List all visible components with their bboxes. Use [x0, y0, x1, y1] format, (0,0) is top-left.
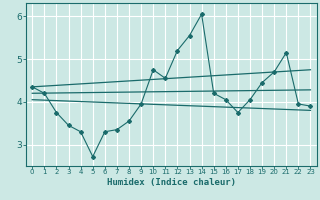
X-axis label: Humidex (Indice chaleur): Humidex (Indice chaleur) — [107, 178, 236, 187]
